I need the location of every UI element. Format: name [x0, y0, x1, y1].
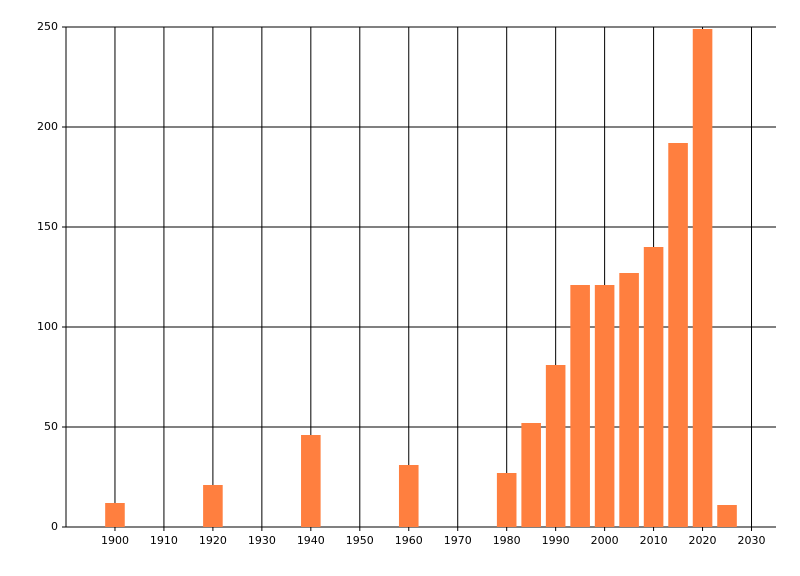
x-tick-label: 2000 [591, 534, 619, 547]
bar [643, 247, 664, 527]
x-tick-label: 1930 [248, 534, 276, 547]
x-tick-label: 1990 [542, 534, 570, 547]
x-tick-label: 1960 [395, 534, 423, 547]
x-tick-label: 2030 [738, 534, 766, 547]
y-tick-label: 200 [37, 120, 58, 133]
bar [521, 423, 541, 527]
bar [398, 465, 419, 527]
x-tick-label: 1980 [493, 534, 521, 547]
x-tick-label: 2020 [689, 534, 717, 547]
x-tick-label: 1950 [346, 534, 374, 547]
x-tick-label: 1940 [297, 534, 325, 547]
bar [203, 485, 223, 527]
bar [301, 435, 321, 527]
bar [545, 365, 566, 527]
x-tick-label: 1910 [150, 534, 178, 547]
bar [105, 503, 125, 527]
x-tick-label: 1900 [101, 534, 129, 547]
bar [717, 505, 737, 527]
y-tick-label: 100 [37, 320, 58, 333]
y-tick-label: 0 [51, 520, 58, 533]
y-tick-label: 50 [44, 420, 58, 433]
y-tick-label: 250 [37, 20, 58, 33]
x-tick-label: 1920 [199, 534, 227, 547]
x-tick-label: 2010 [640, 534, 668, 547]
bar [570, 285, 590, 527]
y-tick-label: 150 [37, 220, 58, 233]
x-tick-label: 1970 [444, 534, 472, 547]
bar [594, 285, 615, 527]
bar [668, 143, 688, 527]
bar [692, 29, 713, 527]
bar [496, 473, 517, 527]
bar [619, 273, 639, 527]
